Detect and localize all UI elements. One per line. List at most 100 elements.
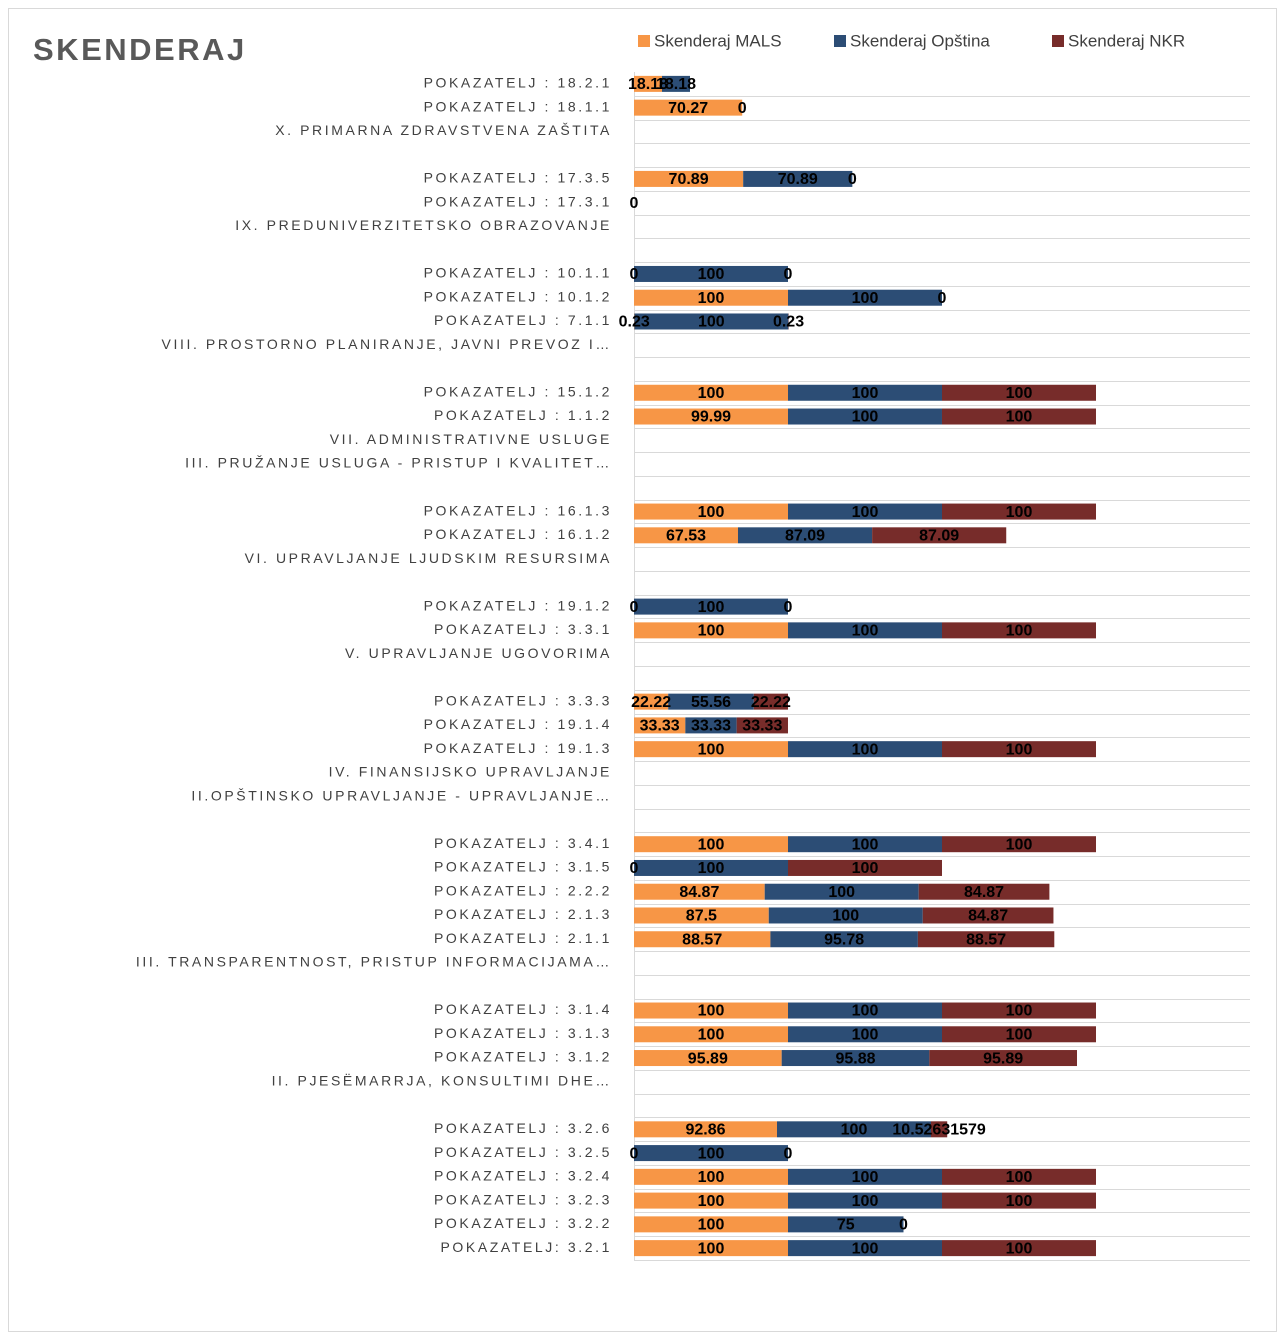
bar-segment	[764, 883, 919, 900]
y-tick-label: POKAZATELJ : 3.2.2	[434, 1215, 612, 1231]
y-tick-label: VI. UPRAVLJANJE LJUDSKIM RESURSIMA	[245, 550, 612, 566]
y-tick-label: POKAZATELJ : 3.1.4	[434, 1001, 612, 1017]
y-tick-label: POKAZATELJ : 3.2.6	[434, 1120, 612, 1136]
bar-segment	[788, 384, 942, 401]
data-label: 95.78	[824, 931, 864, 948]
data-label: 100	[698, 314, 725, 331]
data-label: 100	[1006, 1193, 1033, 1210]
y-tick-label: POKAZATELJ : 3.1.2	[434, 1049, 612, 1065]
y-tick-label: IX. PREDUNIVERZITETSKO OBRAZOVANJE	[235, 217, 612, 233]
bar-segment	[788, 859, 942, 876]
bar-segment	[768, 907, 923, 924]
y-tick-label: POKAZATELJ : 2.2.2	[434, 882, 612, 898]
bar-segment	[787, 408, 942, 425]
bar-segment	[736, 717, 788, 734]
y-tick-label: POKAZATELJ : 7.1.1	[434, 312, 612, 328]
bar-segment	[942, 1168, 1096, 1185]
bar-segment	[753, 693, 788, 710]
bar-segment	[634, 384, 788, 401]
data-label: 22.22	[751, 694, 791, 711]
bar-segment	[634, 836, 788, 853]
bar-segment	[788, 622, 942, 639]
data-label: 100	[852, 409, 879, 426]
y-tick-label: III. TRANSPARENTNOST, PRISTUP INFORMACIJ…	[136, 954, 612, 970]
legend-swatch	[1052, 35, 1064, 47]
data-label: 100	[1006, 385, 1033, 402]
bar-segment	[788, 503, 942, 520]
bar-segment	[634, 313, 789, 330]
data-label: 87.09	[919, 528, 959, 545]
y-tick-label: POKAZATELJ : 19.1.3	[424, 740, 612, 756]
bar-segment	[788, 1168, 942, 1185]
bar-segment	[634, 289, 788, 306]
y-tick-label: POKAZATELJ : 18.2.1	[424, 75, 612, 91]
bar-segment	[634, 1050, 782, 1067]
y-tick-label: POKAZATELJ : 19.1.4	[424, 716, 612, 732]
y-tick-label: POKAZATELJ : 3.2.3	[434, 1191, 612, 1207]
data-label: 100	[852, 1240, 879, 1257]
data-label: 100	[1006, 1003, 1033, 1020]
data-label: 100	[852, 741, 879, 758]
data-label: 55.56	[691, 694, 731, 711]
data-label: 22.22	[631, 694, 671, 711]
data-label: 100	[1006, 741, 1033, 758]
data-label: 33.33	[742, 718, 782, 735]
data-label: 70.27	[668, 100, 708, 117]
data-label: 92.86	[685, 1122, 725, 1139]
legend-label: Skenderaj NKR	[1068, 31, 1185, 50]
bar-segment	[917, 931, 1055, 948]
bar-segment	[929, 1050, 1077, 1067]
bar-segment	[634, 1240, 788, 1257]
y-tick-label: VIII. PROSTORNO PLANIRANJE, JAVNI PREVOZ…	[162, 336, 612, 352]
data-label: 0.23	[773, 314, 804, 331]
bar-segment	[634, 859, 788, 876]
data-label: 100	[698, 504, 725, 521]
bar-segment	[942, 384, 1096, 401]
data-label: 100	[1006, 1169, 1033, 1186]
bar-segment	[634, 741, 788, 758]
data-label: 100	[852, 860, 879, 877]
bar-segment	[737, 527, 873, 544]
bar-segment	[777, 1121, 932, 1138]
bar-segment	[788, 1192, 942, 1209]
data-label: 100	[698, 623, 725, 640]
bar-segment	[634, 408, 788, 425]
y-tick-label: POKAZATELJ : 15.1.2	[424, 383, 612, 399]
y-tick-label: IV. FINANSIJSKO UPRAVLJANJE	[329, 764, 612, 780]
bar-segment	[634, 265, 788, 282]
bar-segment	[634, 931, 771, 948]
bar-segment	[942, 1192, 1096, 1209]
y-tick-label: POKAZATELJ : 16.1.2	[424, 526, 612, 542]
y-tick-label: X. PRIMARNA ZDRAVSTVENA ZAŠTITA	[275, 122, 612, 138]
y-tick-label: VII. ADMINISTRATIVNE USLUGE	[330, 431, 612, 447]
data-label: 100	[1006, 409, 1033, 426]
y-tick-label: POKAZATELJ : 3.2.5	[434, 1144, 612, 1160]
data-label: 100	[841, 1122, 868, 1139]
data-label: 99.99	[691, 409, 731, 426]
y-tick-label: POKAZATELJ: 3.2.1	[440, 1239, 612, 1255]
data-label: 100	[1006, 836, 1033, 853]
data-label: 100	[1006, 504, 1033, 521]
data-label: 100	[1006, 1240, 1033, 1257]
data-label: 0	[784, 599, 793, 616]
y-tick-label: POKAZATELJ : 3.1.3	[434, 1025, 612, 1041]
data-label: 33.33	[691, 718, 731, 735]
data-label: 100	[698, 1169, 725, 1186]
y-tick-label: II.OPŠTINSKO UPRAVLJANJE - UPRAVLJANJE…	[191, 787, 612, 803]
bar-segment	[743, 170, 853, 187]
y-tick-label: POKAZATELJ : 2.1.1	[434, 930, 612, 946]
data-label: 100	[1006, 623, 1033, 640]
data-label: 100	[852, 1193, 879, 1210]
chart-title: SKENDERAJ	[33, 32, 247, 67]
data-label: 0	[899, 1217, 908, 1234]
chart-border	[8, 8, 1277, 1332]
y-tick-label: POKAZATELJ : 3.2.4	[434, 1168, 612, 1184]
bar-segment	[788, 1240, 942, 1257]
data-label: 88.57	[682, 931, 722, 948]
data-label: 0	[738, 100, 747, 117]
bar-segment	[931, 1121, 948, 1138]
bar-segment	[788, 1002, 942, 1019]
data-label: 0	[630, 860, 639, 877]
bar-segment	[634, 622, 788, 639]
bar-segment	[788, 836, 942, 853]
